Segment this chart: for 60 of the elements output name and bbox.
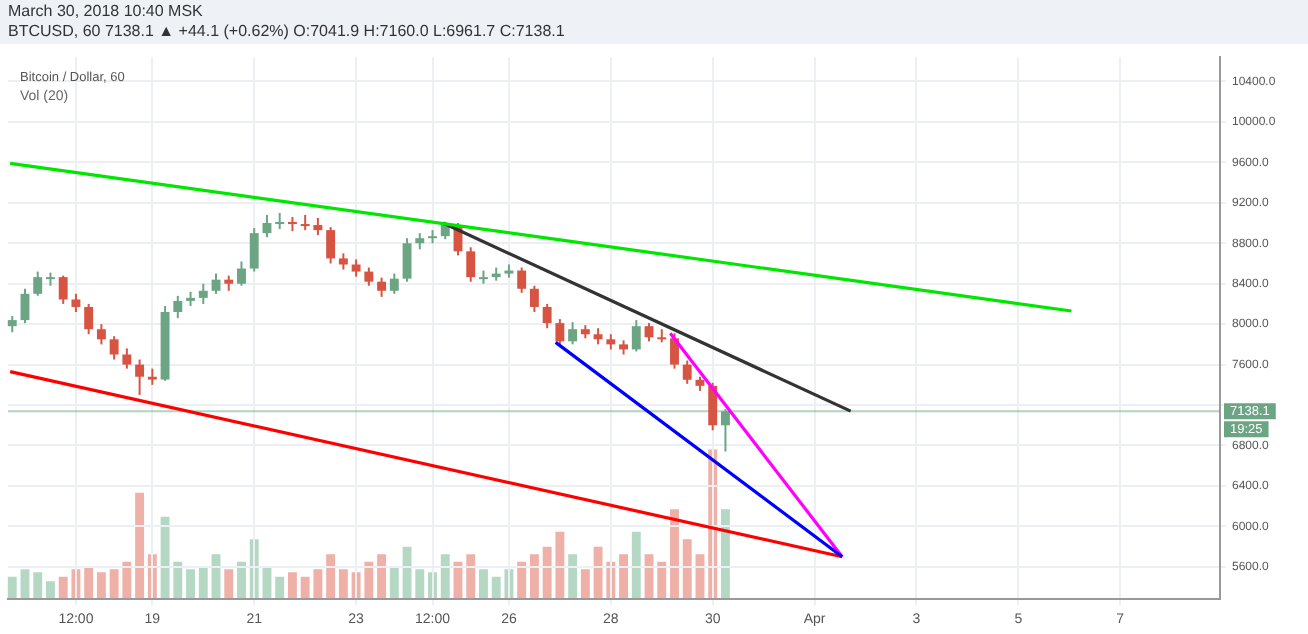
bar	[568, 554, 578, 600]
bar	[440, 554, 450, 600]
bar	[198, 566, 208, 600]
candlestick	[249, 227, 259, 273]
candlestick	[631, 319, 641, 353]
candlestick	[173, 294, 183, 320]
candlestick	[568, 321, 578, 346]
bar	[479, 569, 488, 600]
bar	[377, 554, 387, 600]
bar	[96, 572, 106, 600]
candlestick	[84, 302, 94, 336]
bar	[45, 581, 55, 600]
candlestick	[377, 276, 387, 298]
bar	[186, 569, 195, 600]
candlestick	[720, 408, 730, 453]
chart-subtitle: BTCUSD, 60 7138.1 ▲ +44.1 (+0.62%) O:7041.9 H:7160.0 L:6961.7 C:7138.1	[8, 22, 567, 42]
bar	[338, 569, 348, 600]
bar	[135, 492, 145, 600]
bar	[326, 554, 336, 600]
candlestick	[326, 226, 336, 265]
bar	[631, 531, 641, 600]
candlestick	[708, 381, 718, 432]
candlestick	[96, 323, 106, 346]
candlestick	[364, 266, 374, 287]
bar	[33, 572, 43, 600]
candlestick	[122, 347, 132, 370]
candlestick	[389, 272, 399, 295]
bar	[224, 569, 234, 600]
bar	[580, 569, 590, 600]
chart-title: March 30, 2018 10:40 MSK	[8, 2, 205, 22]
candlestick	[529, 284, 539, 314]
bar	[657, 561, 667, 600]
bar	[275, 576, 285, 600]
bar	[682, 539, 692, 600]
bar	[670, 509, 679, 600]
candlestick	[670, 332, 679, 370]
candlestick	[466, 246, 476, 283]
bar	[287, 572, 297, 600]
candlestick	[262, 213, 272, 239]
candlestick	[402, 237, 412, 283]
candlestick	[33, 270, 43, 297]
candlestick	[237, 260, 246, 287]
bar	[7, 576, 17, 600]
candlestick	[135, 358, 145, 396]
candlestick	[517, 266, 527, 294]
bar	[237, 561, 246, 600]
candlestick	[71, 292, 81, 314]
bar	[466, 554, 476, 600]
candlestick	[682, 359, 692, 385]
bar	[619, 554, 629, 600]
bar	[529, 554, 539, 600]
candlestick	[198, 282, 208, 305]
bar	[389, 566, 399, 600]
bar	[720, 509, 730, 600]
bar	[84, 566, 94, 600]
candlestick	[555, 318, 565, 346]
bar	[517, 561, 527, 600]
candlestick	[58, 274, 68, 305]
candlestick	[542, 302, 552, 330]
candlestick	[109, 335, 119, 361]
